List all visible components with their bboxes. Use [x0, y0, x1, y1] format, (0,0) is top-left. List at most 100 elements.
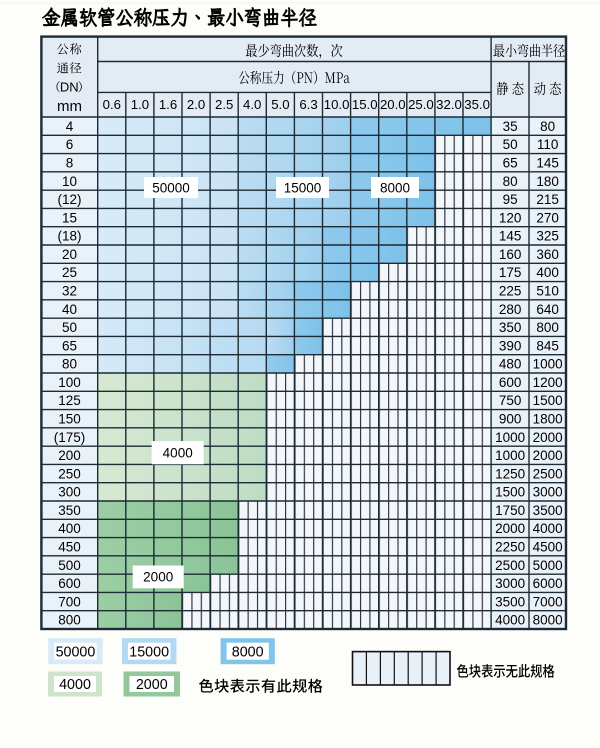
svg-text:1200: 1200 [533, 375, 563, 390]
svg-text:15.0: 15.0 [352, 97, 378, 112]
svg-text:5000: 5000 [533, 558, 563, 573]
svg-text:15000: 15000 [129, 644, 169, 660]
svg-text:25: 25 [62, 265, 77, 280]
svg-text:8000: 8000 [533, 613, 563, 628]
svg-text:8000: 8000 [380, 180, 410, 195]
svg-text:50: 50 [503, 137, 518, 152]
svg-text:8: 8 [66, 156, 74, 171]
svg-text:mm: mm [57, 98, 82, 115]
svg-text:160: 160 [499, 247, 522, 262]
svg-text:640: 640 [536, 302, 559, 317]
svg-text:225: 225 [499, 284, 522, 299]
svg-text:2250: 2250 [495, 540, 525, 555]
svg-text:110: 110 [537, 137, 559, 152]
svg-text:125: 125 [58, 393, 81, 408]
svg-text:325: 325 [536, 229, 559, 244]
svg-text:2500: 2500 [533, 466, 563, 481]
svg-text:25.0: 25.0 [408, 97, 434, 112]
svg-text:510: 510 [536, 284, 559, 299]
svg-text:6: 6 [66, 137, 74, 152]
svg-text:6.3: 6.3 [299, 97, 317, 112]
svg-text:400: 400 [58, 521, 81, 536]
svg-text:800: 800 [58, 613, 81, 628]
svg-text:1000: 1000 [495, 430, 525, 445]
svg-text:100: 100 [58, 375, 81, 390]
svg-text:DN: DN [60, 80, 79, 95]
svg-text:280: 280 [499, 302, 522, 317]
svg-text:20: 20 [62, 247, 77, 262]
svg-text:500: 500 [58, 558, 81, 573]
svg-text:0.6: 0.6 [103, 97, 121, 112]
svg-text:250: 250 [58, 466, 81, 481]
svg-text:4: 4 [66, 119, 74, 134]
svg-text:600: 600 [499, 375, 522, 390]
svg-text:4500: 4500 [533, 540, 563, 555]
svg-text:35.0: 35.0 [464, 97, 490, 112]
svg-text:215: 215 [536, 192, 559, 207]
svg-text:145: 145 [499, 229, 522, 244]
svg-text:65: 65 [62, 338, 77, 353]
svg-text:3500: 3500 [533, 503, 563, 518]
svg-text:2000: 2000 [136, 677, 168, 693]
svg-text:400: 400 [536, 265, 559, 280]
svg-text:360: 360 [536, 247, 559, 262]
svg-text:32: 32 [62, 284, 77, 299]
svg-text:120: 120 [499, 210, 522, 225]
svg-text:300: 300 [58, 485, 81, 500]
svg-text:2.0: 2.0 [187, 97, 205, 112]
svg-text:2000: 2000 [533, 448, 563, 463]
svg-text:4.0: 4.0 [243, 97, 261, 112]
svg-text:1750: 1750 [495, 503, 525, 518]
svg-text:10: 10 [62, 174, 77, 189]
svg-text:180: 180 [536, 174, 559, 189]
svg-text:32.0: 32.0 [436, 97, 462, 112]
svg-text:20.0: 20.0 [380, 97, 406, 112]
svg-text:1250: 1250 [495, 466, 525, 481]
svg-text:50000: 50000 [152, 180, 190, 195]
svg-text:600: 600 [58, 576, 81, 591]
svg-text:40: 40 [62, 302, 77, 317]
svg-text:750: 750 [499, 393, 522, 408]
svg-text:65: 65 [503, 156, 518, 171]
svg-text:175: 175 [499, 265, 522, 280]
svg-text:3500: 3500 [495, 594, 525, 609]
svg-text:8000: 8000 [232, 644, 264, 660]
svg-text:95: 95 [503, 192, 518, 207]
svg-text:4000: 4000 [533, 521, 563, 536]
svg-text:2000: 2000 [143, 570, 173, 585]
svg-text:1500: 1500 [533, 393, 563, 408]
svg-text:480: 480 [499, 357, 522, 372]
svg-text:845: 845 [536, 338, 559, 353]
svg-text:6000: 6000 [533, 576, 563, 591]
svg-text:150: 150 [58, 412, 81, 427]
svg-text:1.6: 1.6 [159, 97, 177, 112]
svg-text:50000: 50000 [56, 644, 96, 660]
svg-text:390: 390 [499, 338, 522, 353]
svg-text:1000: 1000 [533, 357, 563, 372]
svg-text:350: 350 [499, 320, 522, 335]
svg-text:5.0: 5.0 [271, 97, 289, 112]
svg-text:1.0: 1.0 [131, 97, 149, 112]
svg-text:3000: 3000 [533, 485, 563, 500]
svg-text:800: 800 [536, 320, 559, 335]
svg-text:10.0: 10.0 [324, 97, 350, 112]
svg-text:80: 80 [62, 357, 77, 372]
svg-text:1500: 1500 [495, 485, 525, 500]
svg-text:700: 700 [58, 594, 81, 609]
svg-text:15: 15 [62, 210, 77, 225]
svg-text:3000: 3000 [495, 576, 525, 591]
svg-text:7000: 7000 [533, 594, 563, 609]
svg-text:4000: 4000 [163, 445, 193, 460]
svg-text:200: 200 [58, 448, 81, 463]
svg-text:145: 145 [536, 156, 559, 171]
svg-text:50: 50 [62, 320, 77, 335]
svg-text:2000: 2000 [495, 521, 525, 536]
svg-text:4000: 4000 [495, 613, 525, 628]
svg-text:1000: 1000 [495, 448, 525, 463]
svg-text:2000: 2000 [533, 430, 563, 445]
svg-text:1800: 1800 [533, 412, 563, 427]
svg-text:(12): (12) [57, 192, 81, 207]
svg-text:80: 80 [540, 119, 555, 134]
svg-text:2.5: 2.5 [215, 97, 233, 112]
svg-text:900: 900 [499, 412, 522, 427]
